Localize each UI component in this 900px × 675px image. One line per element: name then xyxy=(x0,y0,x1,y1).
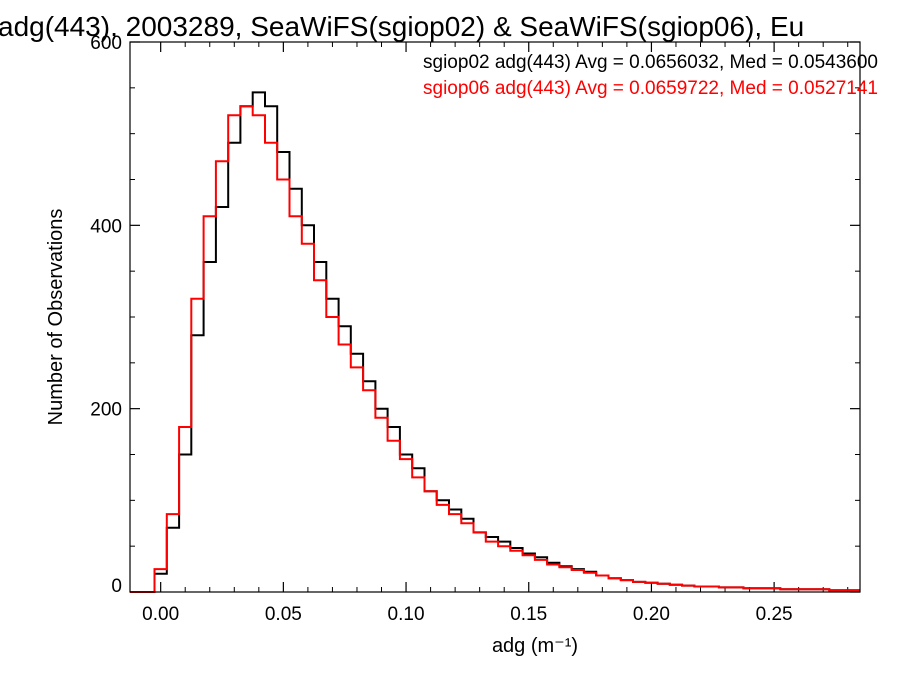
y-tick-label: 400 xyxy=(90,216,122,237)
x-tick-label: 0.20 xyxy=(633,604,670,625)
x-tick-label: 0.05 xyxy=(265,604,302,625)
stats-annotation-sgiop06: sgiop06 adg(443) Avg = 0.0659722, Med = … xyxy=(423,78,878,99)
series-sgiop06 xyxy=(130,105,860,593)
x-tick-label: 0.10 xyxy=(388,604,425,625)
y-axis-label: Number of Observations xyxy=(45,209,67,426)
series-group xyxy=(130,91,860,593)
x-tick-label: 0.25 xyxy=(756,604,793,625)
series-sgiop02 xyxy=(130,91,860,593)
plot-frame xyxy=(129,41,861,593)
chart-title: adg(443), 2003289, SeaWiFS(sgiop02) & Se… xyxy=(0,11,804,42)
y-axis: 0 200 400 600 xyxy=(90,33,860,597)
stats-annotation-sgiop02: sgiop02 adg(443) Avg = 0.0656032, Med = … xyxy=(423,52,878,73)
x-tick-label: 0.00 xyxy=(142,604,179,625)
y-tick-label: 600 xyxy=(90,33,122,54)
x-axis-label: adg (m⁻¹) xyxy=(492,635,578,657)
x-tick-label: 0.15 xyxy=(510,604,547,625)
y-tick-label: 200 xyxy=(90,400,122,421)
y-tick-label: 0 xyxy=(111,576,122,597)
x-axis: 0.00 0.05 0.10 0.15 0.20 0.25 xyxy=(142,42,849,625)
